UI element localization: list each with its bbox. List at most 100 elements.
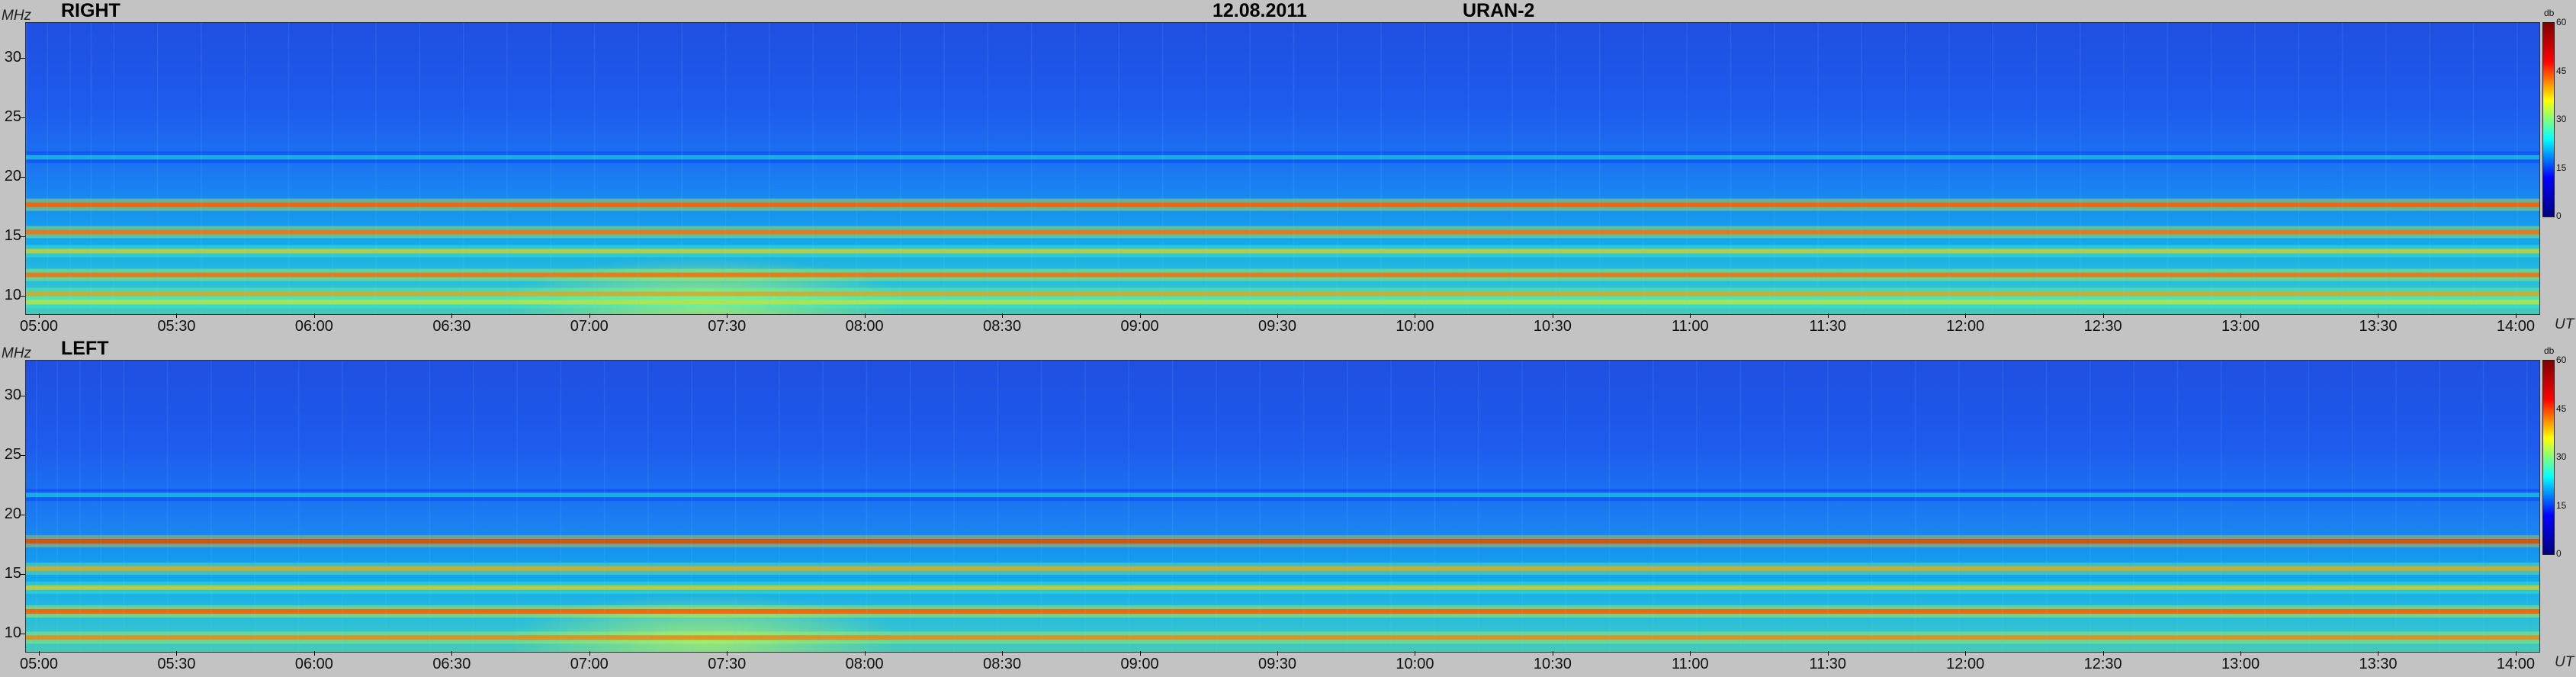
spectrogram-streak bbox=[1555, 23, 1556, 314]
spectrogram-streak bbox=[997, 361, 999, 652]
x-tick-label: 08:00 bbox=[845, 656, 884, 672]
spectrogram-band-glow bbox=[26, 605, 2539, 618]
spectrogram-streak bbox=[1040, 361, 1042, 652]
spectrogram-streak bbox=[254, 361, 255, 652]
colorbar-tick-label: 45 bbox=[2556, 65, 2567, 76]
x-tick-label: 05:00 bbox=[20, 318, 59, 335]
x-tick-label: 05:30 bbox=[157, 318, 196, 335]
x-tick-mark bbox=[39, 313, 40, 318]
spectrogram-streak bbox=[560, 361, 562, 652]
x-tick-mark bbox=[1827, 651, 1829, 656]
spectrogram-streak bbox=[593, 23, 596, 314]
x-tick-mark bbox=[1139, 313, 1141, 318]
x-tick-mark bbox=[727, 651, 728, 656]
spectrogram-streak bbox=[1696, 361, 1698, 652]
spectrogram-streak bbox=[2176, 361, 2179, 652]
spectrogram-band bbox=[26, 229, 2539, 235]
spectrogram-streak bbox=[2482, 361, 2484, 652]
spectrogram-streak bbox=[1686, 23, 1688, 314]
spectrogram-streak bbox=[2385, 23, 2387, 314]
spectrogram-band bbox=[26, 493, 2539, 498]
spectrogram-streak bbox=[1477, 361, 1479, 652]
spectrogram-streak bbox=[1608, 361, 1611, 652]
x-tick-label: 12:00 bbox=[1946, 318, 1985, 335]
spectrogram-background bbox=[26, 23, 2539, 314]
spectrogram-streak bbox=[1030, 23, 1033, 314]
x-tick-mark bbox=[313, 313, 315, 318]
y-tick-label: 30 bbox=[4, 386, 21, 403]
x-tick-label: 08:30 bbox=[983, 318, 1022, 335]
spectrogram-band-glow bbox=[26, 631, 2539, 644]
x-tick-label: 07:30 bbox=[708, 318, 747, 335]
spectrogram-streak bbox=[1653, 361, 1654, 652]
freq-unit-label: MHz bbox=[2, 345, 32, 361]
spectrogram-streak bbox=[1992, 23, 1993, 314]
spectrogram-band bbox=[26, 608, 2539, 614]
spectrogram-streak bbox=[822, 361, 824, 652]
x-tick-mark bbox=[176, 313, 178, 318]
spectrogram-streak bbox=[26, 23, 27, 314]
x-tick-mark bbox=[864, 651, 866, 656]
spectrogram-streak bbox=[1434, 361, 1436, 652]
spectrogram-streak bbox=[1774, 23, 1775, 314]
colorbar-tick-label: 15 bbox=[2556, 499, 2567, 511]
x-tick-mark bbox=[1277, 313, 1278, 318]
spectrogram-streak bbox=[2211, 23, 2212, 314]
x-tick-label: 08:30 bbox=[983, 656, 1022, 672]
x-tick-mark bbox=[2102, 651, 2104, 656]
spectrogram-streak bbox=[1914, 361, 1916, 652]
spectrogram-streak bbox=[812, 23, 814, 314]
spectrogram-streak bbox=[297, 361, 300, 652]
y-tick-label: 10 bbox=[4, 286, 21, 303]
spectrogram-streak bbox=[69, 23, 71, 314]
spectrogram-streak bbox=[429, 361, 431, 652]
spectrogram-streak bbox=[779, 361, 780, 652]
spectrogram-streak bbox=[1643, 23, 1644, 314]
spectrogram-band-glow bbox=[26, 296, 2539, 309]
colorbar-tick-label: 0 bbox=[2556, 210, 2562, 221]
y-tick-label: 20 bbox=[4, 505, 21, 522]
spectrogram-streak bbox=[2526, 361, 2528, 652]
spectrogram-band-glow bbox=[26, 581, 2539, 594]
x-tick-label: 05:30 bbox=[157, 656, 196, 672]
spectrogram-streak bbox=[56, 361, 58, 652]
spectrogram-streak bbox=[1074, 23, 1076, 314]
spectrogram-image bbox=[26, 361, 2539, 652]
spectrogram-streak bbox=[856, 23, 858, 314]
y-tick-mark bbox=[21, 295, 25, 297]
spectrogram-streak bbox=[113, 23, 115, 314]
spectrogram-streak bbox=[1739, 361, 1742, 652]
x-tick-label: 06:00 bbox=[294, 656, 333, 672]
spectrogram-streak bbox=[2080, 23, 2081, 314]
panel-title: RIGHT bbox=[61, 0, 120, 21]
spectrogram-streak bbox=[550, 23, 552, 314]
colorbar bbox=[2542, 360, 2555, 555]
y-tick-mark bbox=[21, 176, 25, 178]
colorbar-unit-label: db bbox=[2544, 345, 2555, 356]
colorbar-tick-label: 45 bbox=[2556, 403, 2567, 414]
x-tick-mark bbox=[2102, 313, 2104, 318]
spectrogram-streak bbox=[385, 361, 387, 652]
x-tick-label: 09:30 bbox=[1257, 318, 1297, 335]
spectrogram-streak bbox=[1118, 23, 1119, 314]
x-tick-label: 11:30 bbox=[1809, 318, 1847, 335]
spectrogram-streak bbox=[1827, 361, 1829, 652]
spectrogram-streak bbox=[1128, 361, 1129, 652]
spectrogram-streak bbox=[1861, 23, 1863, 314]
spectrogram-streak bbox=[1161, 23, 1164, 314]
spectrogram-streak bbox=[943, 23, 945, 314]
spectrogram-streak bbox=[1511, 23, 1513, 314]
spectrogram-band-glow bbox=[26, 287, 2539, 300]
x-tick-mark bbox=[1002, 651, 1004, 656]
spectrogram-streak bbox=[2517, 23, 2518, 314]
x-tick-mark bbox=[313, 651, 315, 656]
spectrogram-streak bbox=[47, 23, 48, 314]
spectrogram-streak bbox=[2308, 361, 2310, 652]
y-tick-mark bbox=[21, 454, 25, 456]
spectrogram bbox=[25, 22, 2540, 315]
x-tick-mark bbox=[1139, 651, 1141, 656]
x-tick-mark bbox=[2240, 313, 2242, 318]
spectrogram-band bbox=[26, 249, 2539, 254]
x-tick-mark bbox=[589, 313, 590, 318]
x-tick-label: 13:30 bbox=[2359, 656, 2398, 672]
